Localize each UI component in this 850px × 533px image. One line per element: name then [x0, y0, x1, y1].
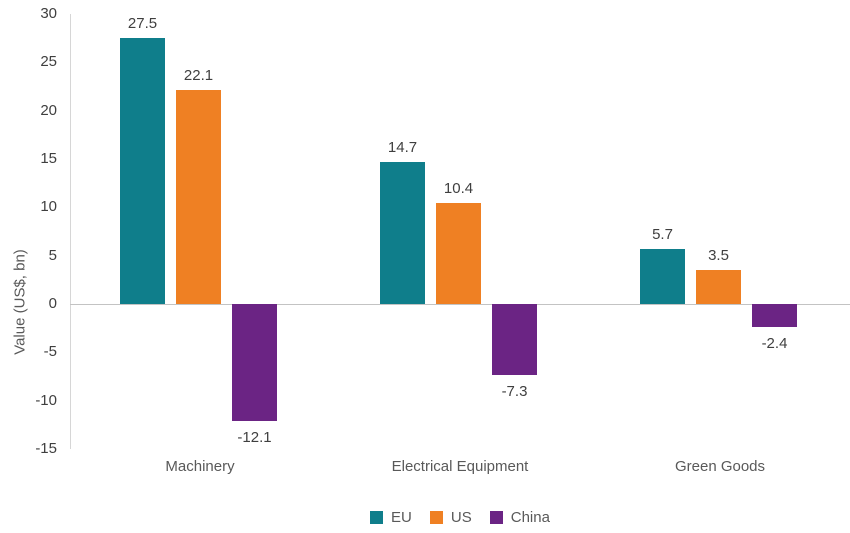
legend-item-eu: EU — [370, 509, 412, 526]
value-label-us-green-goods: 3.5 — [708, 247, 729, 265]
legend-label-us: US — [450, 509, 472, 526]
x-category-label-machinery: Machinery — [165, 458, 235, 475]
legend-item-us: US — [429, 509, 472, 526]
y-tick-label-30: 30 — [40, 5, 57, 22]
y-tick-label--10: -10 — [35, 391, 57, 409]
bar-us-electrical-equipment — [436, 203, 481, 304]
value-label-eu-electrical-equipment: 14.7 — [387, 138, 418, 156]
legend-swatch-icon-eu — [370, 511, 384, 524]
y-axis-line — [70, 14, 71, 449]
value-label-china-machinery: -12.1 — [237, 428, 272, 446]
legend-item-china: China — [489, 509, 550, 526]
value-label-china-green-goods: -2.4 — [761, 335, 788, 353]
value-label-eu-machinery: 27.5 — [127, 15, 158, 33]
legend-label-china: China — [510, 509, 550, 526]
value-label-china-electrical-equipment: -7.3 — [501, 382, 528, 400]
value-label-us-electrical-equipment: 10.4 — [443, 180, 474, 198]
bar-china-electrical-equipment — [492, 304, 537, 375]
y-tick-label-20: 20 — [40, 101, 57, 119]
x-category-label-green-goods: Green Goods — [674, 458, 766, 475]
y-tick-label--5: -5 — [43, 343, 57, 361]
y-tick-label-10: 10 — [40, 198, 57, 216]
value-label-eu-green-goods: 5.7 — [652, 225, 673, 243]
y-tick-label-0: 0 — [48, 295, 57, 312]
zero-baseline — [70, 304, 850, 305]
legend-label-eu: EU — [391, 509, 412, 526]
bar-eu-green-goods — [640, 248, 685, 304]
legend-swatch-icon-china — [489, 511, 503, 524]
bar-china-green-goods — [752, 304, 797, 328]
value-label-us-machinery: 22.1 — [183, 67, 214, 85]
bar-us-green-goods — [696, 270, 741, 304]
bar-eu-machinery — [120, 38, 165, 304]
legend: EU US China — [70, 509, 850, 526]
bar-us-machinery — [176, 90, 221, 304]
y-tick-label-25: 25 — [40, 53, 57, 71]
y-tick-label-15: 15 — [40, 150, 57, 167]
bar-china-machinery — [232, 304, 277, 421]
x-category-label-electrical-equipment: Electrical Equipment — [391, 458, 529, 475]
y-tick-label-5: 5 — [48, 246, 57, 264]
y-tick-label--15: -15 — [35, 440, 57, 457]
legend-swatch-icon-us — [429, 511, 443, 524]
bar-eu-electrical-equipment — [380, 161, 425, 304]
